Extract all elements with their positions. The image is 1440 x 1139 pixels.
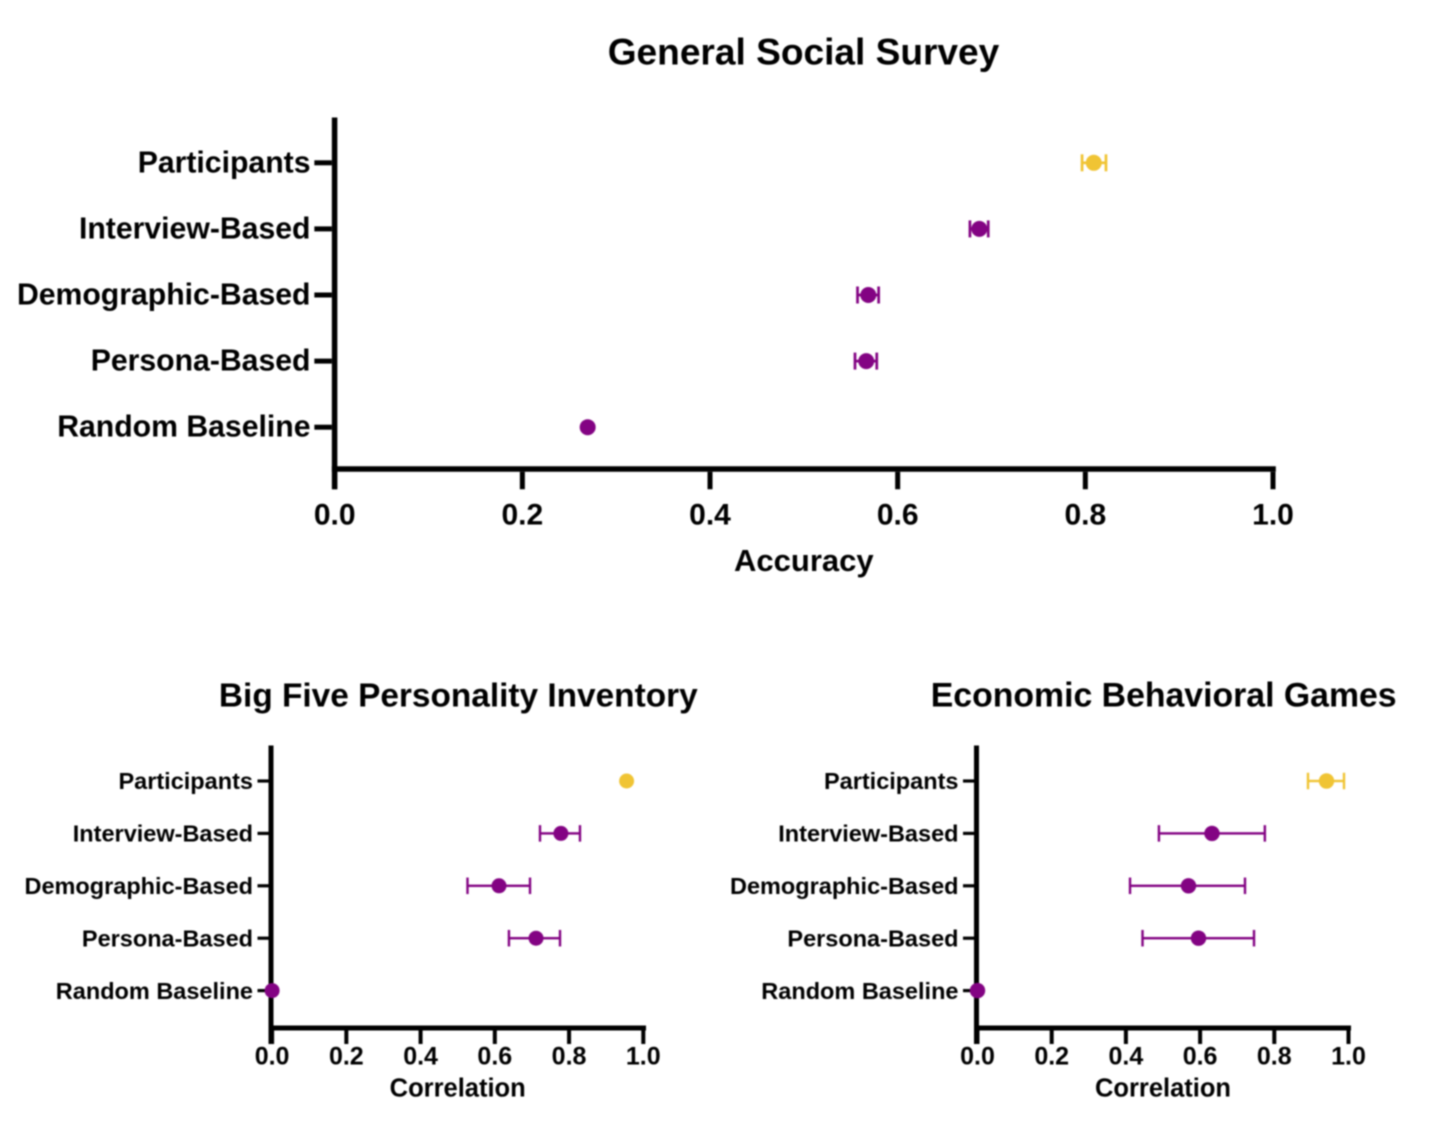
svg-text:1.0: 1.0	[1331, 1043, 1366, 1071]
svg-text:0.2: 0.2	[502, 499, 544, 532]
svg-text:Big Five Personality Inventory: Big Five Personality Inventory	[219, 677, 698, 714]
svg-text:Participants: Participants	[824, 768, 959, 794]
svg-text:0.8: 0.8	[1064, 499, 1106, 532]
svg-text:Correlation: Correlation	[1095, 1075, 1231, 1103]
svg-text:0.6: 0.6	[477, 1043, 512, 1071]
svg-text:0.4: 0.4	[403, 1043, 438, 1071]
svg-text:0.8: 0.8	[552, 1043, 587, 1071]
svg-text:Persona-Based: Persona-Based	[787, 925, 958, 951]
svg-text:Interview-Based: Interview-Based	[778, 821, 958, 847]
svg-text:Accuracy: Accuracy	[734, 543, 874, 578]
svg-text:Correlation: Correlation	[390, 1075, 526, 1103]
svg-text:Demographic-Based: Demographic-Based	[730, 873, 959, 899]
svg-text:0.0: 0.0	[314, 499, 356, 532]
svg-text:0.2: 0.2	[1034, 1043, 1069, 1071]
svg-text:Demographic-Based: Demographic-Based	[17, 279, 311, 312]
svg-text:1.0: 1.0	[1252, 499, 1294, 532]
svg-text:Interview-Based: Interview-Based	[73, 821, 253, 847]
svg-text:General Social Survey: General Social Survey	[608, 31, 1000, 73]
svg-text:0.0: 0.0	[960, 1043, 995, 1071]
svg-text:Interview-Based: Interview-Based	[79, 212, 311, 245]
svg-text:0.8: 0.8	[1257, 1043, 1292, 1071]
svg-text:1.0: 1.0	[626, 1043, 661, 1071]
svg-text:Random Baseline: Random Baseline	[57, 411, 310, 444]
svg-text:0.4: 0.4	[689, 499, 731, 532]
svg-text:Economic Behavioral Games: Economic Behavioral Games	[931, 676, 1397, 714]
svg-text:0.4: 0.4	[1109, 1043, 1144, 1071]
svg-text:Persona-Based: Persona-Based	[82, 925, 253, 951]
svg-text:Random Baseline: Random Baseline	[56, 978, 253, 1004]
svg-text:Demographic-Based: Demographic-Based	[24, 873, 253, 899]
svg-text:0.6: 0.6	[877, 499, 919, 532]
svg-text:0.0: 0.0	[255, 1043, 290, 1071]
svg-text:Persona-Based: Persona-Based	[91, 345, 311, 378]
svg-text:Participants: Participants	[138, 146, 311, 179]
svg-text:0.2: 0.2	[329, 1043, 364, 1071]
svg-text:Participants: Participants	[118, 768, 253, 794]
svg-text:Random Baseline: Random Baseline	[761, 978, 958, 1004]
svg-text:0.6: 0.6	[1183, 1043, 1218, 1071]
